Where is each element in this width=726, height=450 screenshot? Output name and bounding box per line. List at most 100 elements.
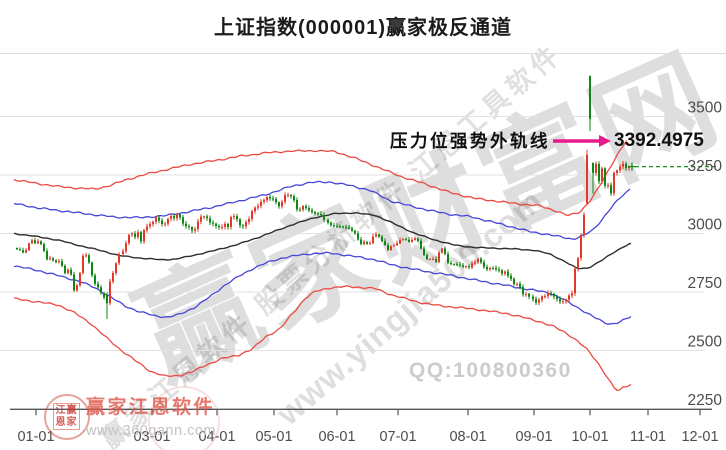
candle-down — [339, 226, 341, 228]
x-axis-label: 12-01 — [681, 429, 718, 445]
y-axis-label: 3500 — [688, 100, 723, 117]
candle-down — [381, 236, 383, 242]
candle-up — [544, 296, 546, 298]
candle-down — [227, 224, 229, 227]
candle-up — [76, 285, 78, 291]
candle-down — [351, 228, 353, 231]
candle-up — [170, 216, 172, 219]
candle-down — [46, 251, 48, 260]
candle-up — [82, 255, 84, 273]
candle-down — [492, 267, 494, 269]
candle-up — [224, 224, 226, 227]
candle-up — [58, 261, 60, 263]
candle-up — [541, 296, 543, 300]
candle-up — [471, 263, 473, 268]
candle-down — [91, 262, 93, 276]
candle-down — [462, 265, 464, 267]
candle-down — [333, 225, 335, 227]
candle-down — [519, 283, 521, 288]
candle-down — [426, 255, 428, 260]
candle-up — [118, 254, 120, 264]
candle-up — [146, 226, 148, 231]
candle-down — [354, 230, 356, 234]
channel-line-upper-inner-blue — [13, 180, 631, 240]
y-axis-label: 3250 — [688, 158, 723, 175]
candle-down — [158, 217, 160, 221]
candle-up — [251, 211, 253, 219]
candle-down — [212, 222, 214, 224]
candle-down — [532, 296, 534, 300]
candle-down — [206, 216, 208, 219]
candle-up — [281, 201, 283, 207]
candle-up — [248, 219, 250, 223]
candle-up — [200, 216, 202, 222]
candle-up — [109, 281, 111, 304]
candle-down — [94, 275, 96, 284]
candle-down — [317, 213, 319, 215]
candle-down — [239, 219, 241, 226]
candle-down — [161, 220, 163, 224]
candle-up — [402, 239, 404, 241]
candle-up — [233, 216, 235, 218]
candle-down — [417, 238, 419, 241]
brand-seal-characters: 江赢 恩家 — [53, 403, 80, 430]
candle-down — [330, 222, 332, 226]
candle-up — [125, 243, 127, 252]
candle-up — [574, 268, 576, 294]
candle-up — [595, 163, 597, 173]
candle-up — [504, 271, 506, 274]
candle-up — [245, 222, 247, 227]
candle-down — [134, 233, 136, 237]
candle-down — [450, 263, 452, 265]
channel-line-upper-outer-red — [13, 139, 627, 216]
candle-up — [167, 218, 169, 224]
candle-down — [345, 227, 347, 229]
page-title: 上证指数(000001)赢家极反通道 — [213, 17, 513, 39]
candle-down — [16, 248, 18, 250]
x-axis-label: 08-01 — [449, 429, 486, 445]
candle-down — [348, 227, 350, 229]
candle-down — [188, 226, 190, 228]
candle-down — [486, 267, 488, 270]
candle-down — [604, 168, 606, 186]
pressure-annotation-value: 3392.4975 — [614, 129, 704, 151]
candle-down — [553, 293, 555, 297]
candle-down — [405, 239, 407, 241]
candle-down — [70, 269, 72, 275]
candle-down — [323, 214, 325, 220]
channel-line-life-black — [13, 211, 632, 270]
candle-up — [164, 223, 166, 225]
candle-down — [559, 299, 561, 302]
candle-down — [308, 208, 310, 211]
candle-down — [501, 270, 503, 274]
candle-up — [516, 283, 518, 285]
candle-down — [218, 226, 220, 228]
candle-down — [61, 261, 63, 266]
candle-down — [290, 194, 292, 197]
x-axis-label: 11-01 — [630, 429, 666, 445]
candle-up — [411, 240, 413, 242]
candle-up — [538, 299, 540, 303]
x-axis-label: 09-01 — [515, 429, 552, 445]
candle-up — [230, 217, 232, 227]
candle-down — [100, 287, 102, 293]
candle-down — [185, 223, 187, 227]
candle-up — [571, 293, 573, 296]
candle-down — [275, 199, 277, 203]
candle-down — [173, 216, 175, 219]
x-axis-label: 10-01 — [571, 429, 608, 445]
candle-up — [568, 295, 570, 300]
arrow-right-icon — [553, 134, 611, 147]
candle-down — [435, 259, 437, 262]
candle-up — [465, 266, 467, 268]
candle-down — [296, 200, 298, 210]
candle-down — [498, 269, 500, 271]
candle-up — [266, 197, 268, 201]
candle-up — [474, 262, 476, 264]
candle-up — [143, 230, 145, 242]
candle-down — [589, 75, 591, 119]
candle-up — [586, 154, 588, 204]
candle-down — [106, 295, 108, 304]
candle-up — [37, 241, 39, 244]
candle-down — [52, 258, 54, 261]
